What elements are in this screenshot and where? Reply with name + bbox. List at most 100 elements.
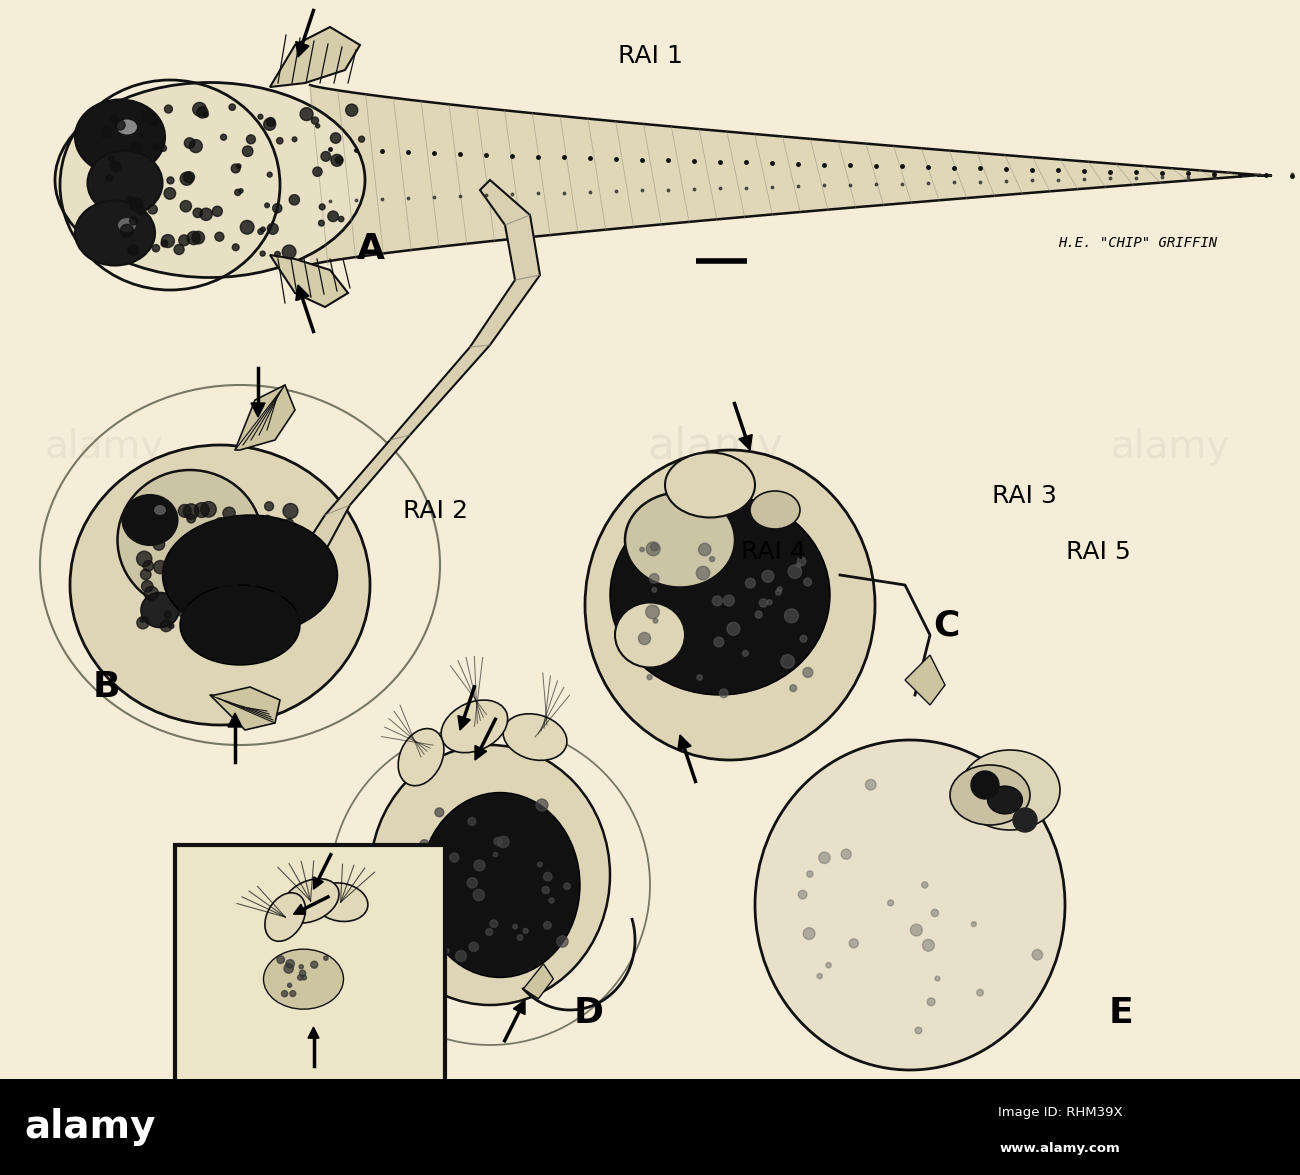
Circle shape <box>178 504 191 517</box>
Circle shape <box>490 920 498 927</box>
Circle shape <box>473 889 485 900</box>
Circle shape <box>148 204 157 214</box>
Circle shape <box>261 544 274 557</box>
Polygon shape <box>514 1000 525 1014</box>
Circle shape <box>538 862 542 867</box>
Circle shape <box>320 204 325 210</box>
Polygon shape <box>285 180 540 577</box>
Circle shape <box>257 535 263 539</box>
Circle shape <box>152 143 159 150</box>
Circle shape <box>273 203 282 213</box>
Ellipse shape <box>265 893 306 941</box>
Circle shape <box>185 137 195 148</box>
Circle shape <box>181 586 192 598</box>
Circle shape <box>153 560 166 573</box>
Circle shape <box>166 177 174 184</box>
Text: www.alamy.com: www.alamy.com <box>1000 1142 1121 1155</box>
Circle shape <box>759 599 767 607</box>
Circle shape <box>264 119 276 130</box>
Circle shape <box>234 532 250 549</box>
Polygon shape <box>270 255 348 307</box>
Ellipse shape <box>87 150 162 215</box>
Ellipse shape <box>988 786 1023 814</box>
Circle shape <box>214 518 226 530</box>
Circle shape <box>183 172 195 182</box>
Circle shape <box>226 578 238 590</box>
Circle shape <box>742 651 749 657</box>
Ellipse shape <box>75 100 165 175</box>
Circle shape <box>651 588 656 592</box>
Circle shape <box>330 133 341 143</box>
Circle shape <box>313 167 322 176</box>
Circle shape <box>116 120 125 130</box>
Circle shape <box>198 549 209 560</box>
Text: C: C <box>933 609 959 642</box>
Circle shape <box>216 586 229 599</box>
Polygon shape <box>738 435 753 450</box>
Circle shape <box>417 905 426 913</box>
Circle shape <box>285 519 294 528</box>
Circle shape <box>359 136 364 142</box>
Circle shape <box>866 779 876 790</box>
Circle shape <box>173 582 186 596</box>
Circle shape <box>227 549 237 558</box>
Circle shape <box>237 163 240 168</box>
Circle shape <box>200 208 212 221</box>
Circle shape <box>469 942 478 952</box>
Ellipse shape <box>441 700 508 753</box>
Circle shape <box>536 799 547 811</box>
Text: alamy: alamy <box>25 1108 156 1146</box>
Ellipse shape <box>70 445 370 725</box>
Circle shape <box>221 134 226 140</box>
Circle shape <box>273 591 280 597</box>
Circle shape <box>762 570 774 582</box>
Circle shape <box>257 229 264 234</box>
Circle shape <box>140 517 152 530</box>
Polygon shape <box>677 736 692 751</box>
Circle shape <box>803 928 815 940</box>
Circle shape <box>222 508 235 519</box>
Circle shape <box>153 538 165 550</box>
Circle shape <box>971 921 976 927</box>
Circle shape <box>346 105 358 116</box>
Circle shape <box>191 625 207 640</box>
Circle shape <box>826 962 831 968</box>
Circle shape <box>148 116 159 126</box>
Circle shape <box>777 586 783 591</box>
Circle shape <box>971 771 998 799</box>
Circle shape <box>927 998 935 1006</box>
Circle shape <box>318 220 324 226</box>
Circle shape <box>788 565 802 578</box>
Circle shape <box>474 860 485 871</box>
Circle shape <box>164 188 176 200</box>
Circle shape <box>967 779 972 785</box>
Circle shape <box>647 674 653 680</box>
Circle shape <box>212 207 222 216</box>
Ellipse shape <box>117 470 263 610</box>
Circle shape <box>287 983 291 987</box>
Circle shape <box>231 165 240 173</box>
Circle shape <box>292 137 296 142</box>
Circle shape <box>195 617 205 629</box>
Circle shape <box>111 115 117 122</box>
Ellipse shape <box>585 450 875 760</box>
Ellipse shape <box>959 750 1060 830</box>
Circle shape <box>165 105 173 113</box>
Circle shape <box>140 569 151 579</box>
Circle shape <box>543 873 552 881</box>
Circle shape <box>181 576 186 580</box>
Circle shape <box>697 674 702 680</box>
Circle shape <box>214 233 224 241</box>
Circle shape <box>646 605 659 619</box>
Circle shape <box>260 227 265 231</box>
Circle shape <box>239 189 243 193</box>
Text: RAI 2: RAI 2 <box>403 499 468 523</box>
Circle shape <box>169 624 174 629</box>
Circle shape <box>139 515 144 519</box>
Polygon shape <box>313 877 324 889</box>
Circle shape <box>138 207 146 215</box>
Polygon shape <box>296 286 309 301</box>
Circle shape <box>283 504 298 518</box>
Circle shape <box>273 532 287 546</box>
Circle shape <box>797 557 806 565</box>
